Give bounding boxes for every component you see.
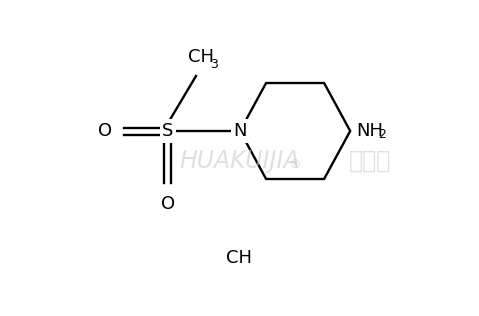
Text: CH: CH [188,48,214,66]
Text: 2: 2 [378,129,386,142]
Text: S: S [162,122,174,140]
Text: 3: 3 [210,58,218,71]
Text: NH: NH [356,122,383,140]
Text: 化学加: 化学加 [349,149,391,173]
Text: CH: CH [226,249,252,267]
Text: ®: ® [289,158,301,171]
Text: O: O [161,195,175,213]
Text: O: O [98,122,112,140]
Text: N: N [233,122,247,140]
Text: HUAKUIJIA: HUAKUIJIA [180,149,300,173]
